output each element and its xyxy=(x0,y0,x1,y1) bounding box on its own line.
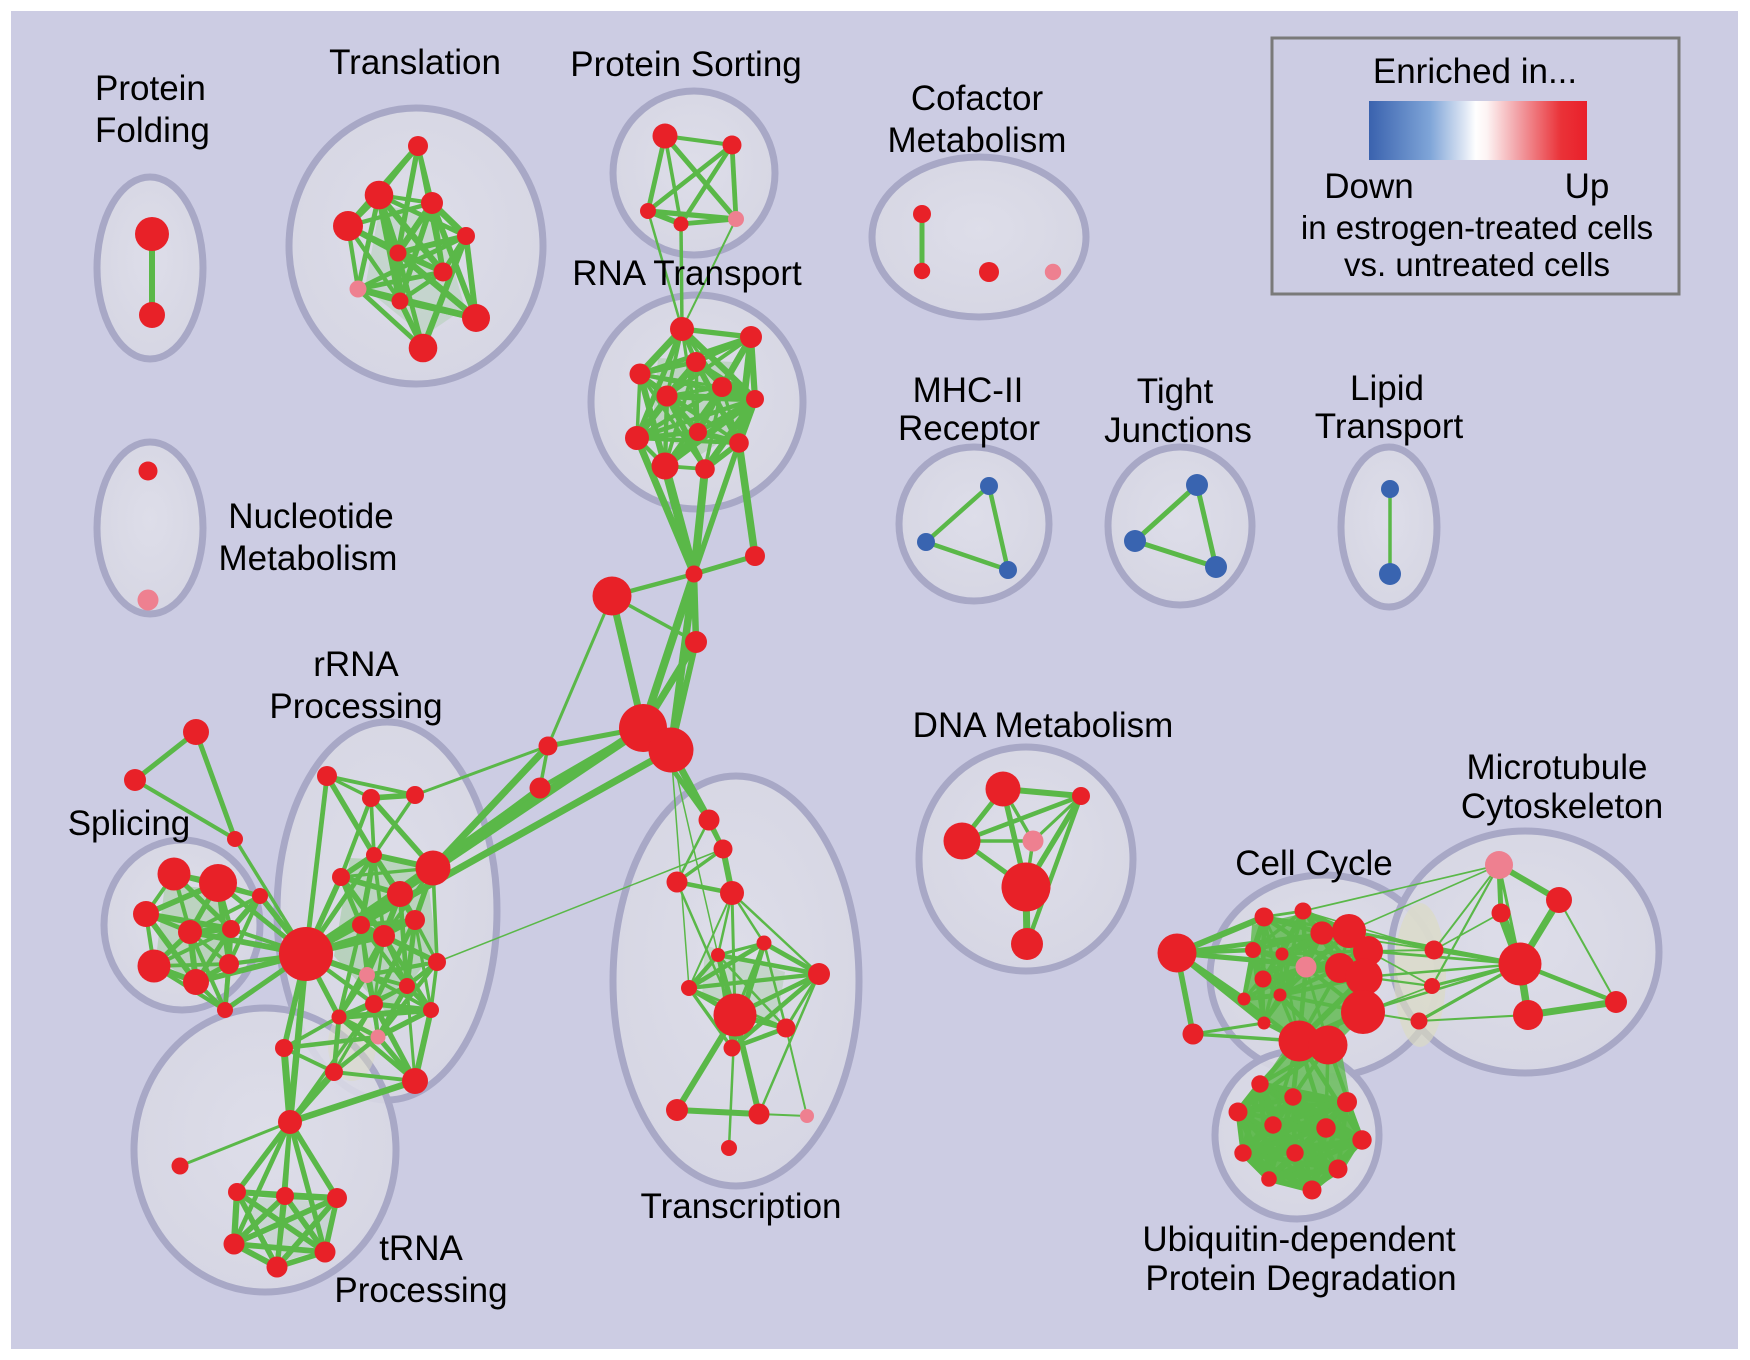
svg-text:Processing: Processing xyxy=(334,1271,507,1310)
svg-text:DNA Metabolism: DNA Metabolism xyxy=(913,706,1174,745)
svg-text:tRNA: tRNA xyxy=(379,1229,463,1268)
svg-text:Tight: Tight xyxy=(1137,372,1214,411)
svg-text:Protein: Protein xyxy=(95,69,206,108)
svg-text:Enriched in...: Enriched in... xyxy=(1373,52,1577,91)
svg-text:Translation: Translation xyxy=(329,43,501,82)
svg-text:Junctions: Junctions xyxy=(1104,411,1252,450)
svg-text:Metabolism: Metabolism xyxy=(888,121,1067,160)
svg-text:Splicing: Splicing xyxy=(68,804,191,843)
svg-text:Lipid: Lipid xyxy=(1350,369,1424,408)
svg-text:MHC-II: MHC-II xyxy=(913,371,1024,410)
svg-text:vs. untreated cells: vs. untreated cells xyxy=(1344,246,1610,283)
svg-text:Cofactor: Cofactor xyxy=(911,79,1044,118)
svg-text:Metabolism: Metabolism xyxy=(219,539,398,578)
svg-text:Cytoskeleton: Cytoskeleton xyxy=(1461,787,1663,826)
svg-text:Protein Degradation: Protein Degradation xyxy=(1145,1259,1456,1298)
svg-text:Cell Cycle: Cell Cycle xyxy=(1235,844,1393,883)
svg-text:rRNA: rRNA xyxy=(313,645,399,684)
svg-text:in estrogen-treated cells: in estrogen-treated cells xyxy=(1301,209,1653,246)
svg-text:Receptor: Receptor xyxy=(898,409,1040,448)
svg-text:Transport: Transport xyxy=(1315,407,1464,446)
svg-text:Protein Sorting: Protein Sorting xyxy=(570,45,802,84)
svg-text:Microtubule: Microtubule xyxy=(1467,748,1648,787)
svg-text:Up: Up xyxy=(1565,167,1610,206)
svg-text:Down: Down xyxy=(1324,167,1413,206)
svg-text:Folding: Folding xyxy=(95,111,210,150)
svg-text:Processing: Processing xyxy=(269,687,442,726)
svg-text:Ubiquitin-dependent: Ubiquitin-dependent xyxy=(1142,1220,1456,1259)
svg-text:Nucleotide: Nucleotide xyxy=(228,497,393,536)
svg-text:RNA Transport: RNA Transport xyxy=(572,254,802,293)
svg-text:Transcription: Transcription xyxy=(641,1187,842,1226)
